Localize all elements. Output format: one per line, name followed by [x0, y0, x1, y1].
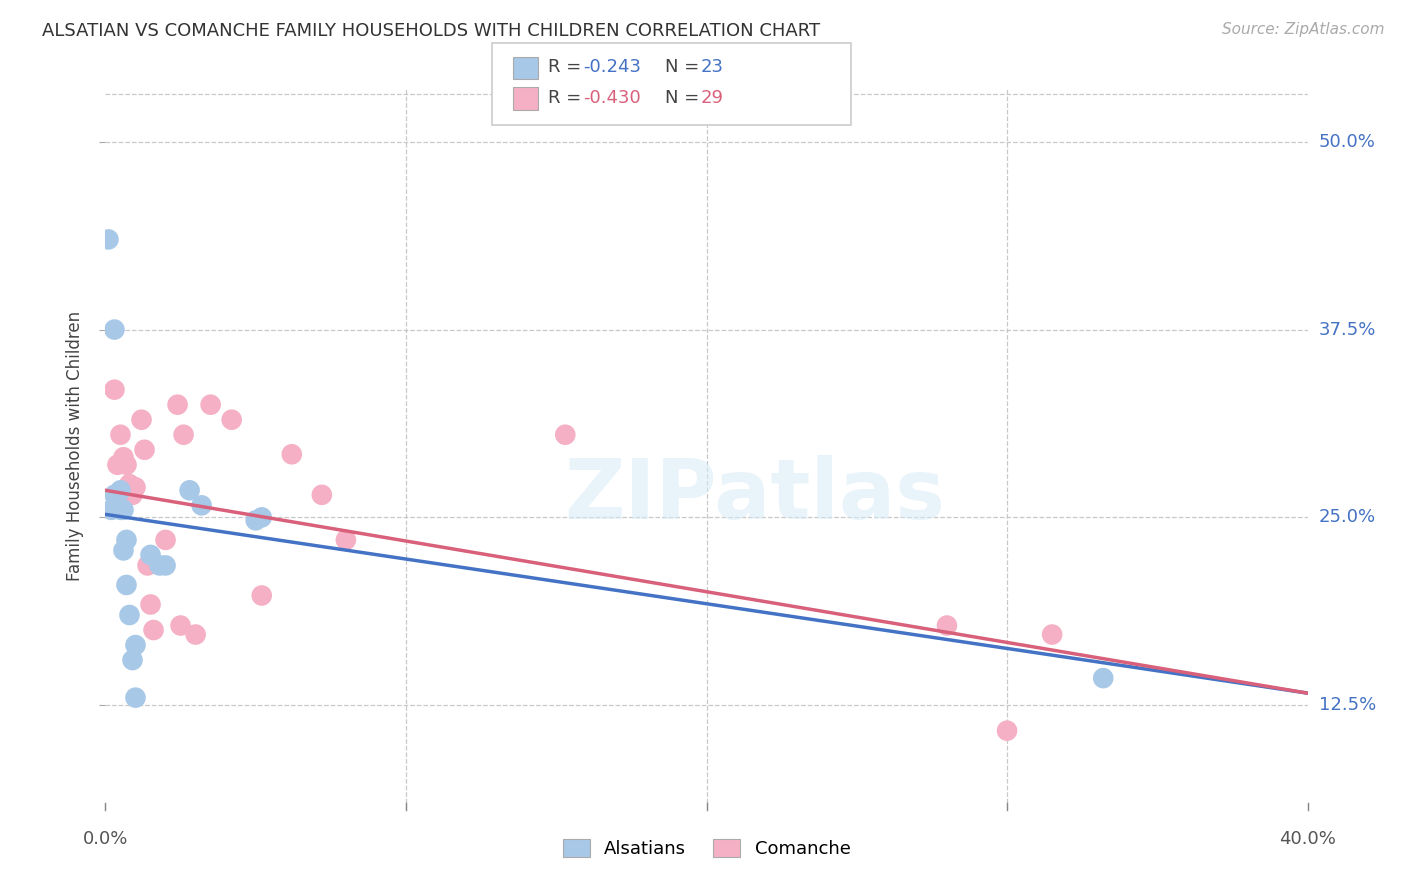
Text: N =: N = — [665, 58, 704, 76]
Point — [112, 450, 135, 465]
Point — [155, 533, 177, 547]
Point — [110, 503, 132, 517]
Point — [124, 638, 146, 652]
Point — [103, 383, 125, 397]
Text: -0.243: -0.243 — [583, 58, 641, 76]
Point — [118, 607, 141, 622]
Text: Source: ZipAtlas.com: Source: ZipAtlas.com — [1222, 22, 1385, 37]
Legend: Alsatians, Comanche: Alsatians, Comanche — [555, 831, 858, 865]
Point — [118, 477, 141, 491]
Point — [169, 618, 191, 632]
Text: 29: 29 — [700, 89, 723, 107]
Point — [121, 653, 143, 667]
Text: 37.5%: 37.5% — [1319, 320, 1376, 339]
Text: 0.0%: 0.0% — [83, 830, 128, 847]
Point — [173, 427, 195, 442]
Text: ZIPatlas: ZIPatlas — [564, 456, 945, 536]
Point — [110, 483, 132, 498]
Point — [103, 322, 125, 336]
Text: N =: N = — [665, 89, 704, 107]
Point — [554, 427, 576, 442]
Text: R =: R = — [548, 89, 588, 107]
Text: ALSATIAN VS COMANCHE FAMILY HOUSEHOLDS WITH CHILDREN CORRELATION CHART: ALSATIAN VS COMANCHE FAMILY HOUSEHOLDS W… — [42, 22, 820, 40]
Point — [184, 627, 207, 641]
Point — [115, 458, 138, 472]
Point — [107, 458, 129, 472]
Text: 12.5%: 12.5% — [1319, 696, 1376, 714]
Text: 40.0%: 40.0% — [1279, 830, 1336, 847]
Point — [115, 533, 138, 547]
Point — [995, 723, 1018, 738]
Point — [121, 488, 143, 502]
Point — [136, 558, 159, 573]
Point — [103, 488, 125, 502]
Point — [1040, 627, 1063, 641]
Point — [115, 578, 138, 592]
Point — [97, 232, 120, 246]
Point — [311, 488, 333, 502]
Point — [179, 483, 201, 498]
Point — [245, 513, 267, 527]
Point — [107, 488, 129, 502]
Point — [148, 558, 170, 573]
Point — [142, 623, 165, 637]
Point — [155, 558, 177, 573]
Point — [118, 477, 141, 491]
Point — [139, 548, 162, 562]
Point — [112, 503, 135, 517]
Text: 23: 23 — [700, 58, 723, 76]
Point — [1092, 671, 1115, 685]
Point — [221, 413, 243, 427]
Point — [190, 499, 212, 513]
Point — [936, 618, 959, 632]
Point — [134, 442, 156, 457]
Point — [112, 543, 135, 558]
Point — [100, 503, 122, 517]
Point — [250, 510, 273, 524]
Text: 50.0%: 50.0% — [1319, 133, 1375, 151]
Text: -0.430: -0.430 — [583, 89, 641, 107]
Point — [281, 447, 304, 461]
Point — [166, 398, 188, 412]
Y-axis label: Family Households with Children: Family Households with Children — [66, 311, 84, 581]
Point — [335, 533, 357, 547]
Point — [110, 427, 132, 442]
Text: R =: R = — [548, 58, 588, 76]
Text: 25.0%: 25.0% — [1319, 508, 1376, 526]
Point — [124, 480, 146, 494]
Point — [131, 413, 153, 427]
Point — [200, 398, 222, 412]
Point — [124, 690, 146, 705]
Point — [139, 598, 162, 612]
Point — [250, 589, 273, 603]
